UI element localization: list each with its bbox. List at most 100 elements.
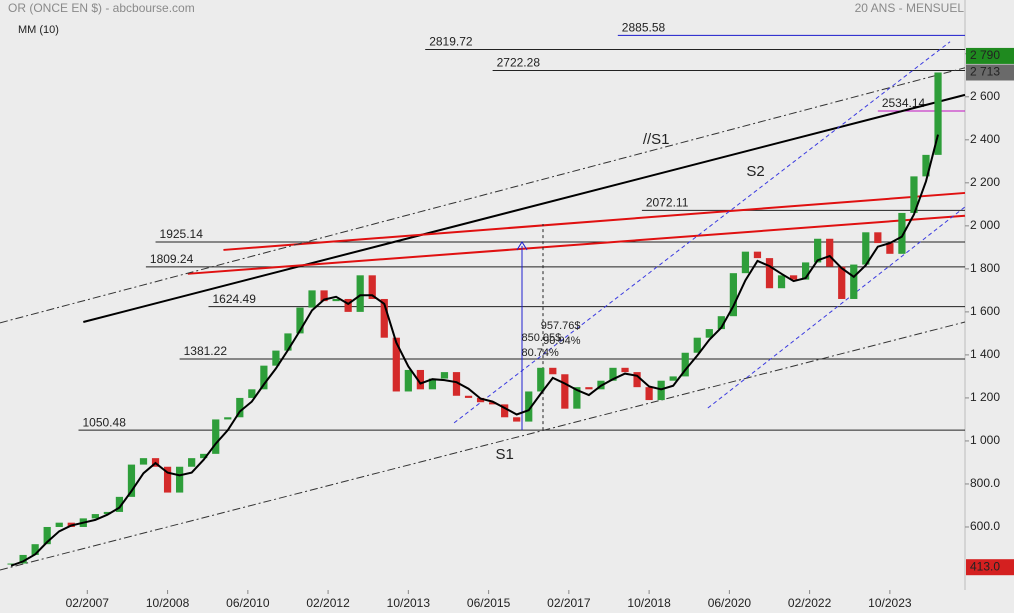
- candle: [452, 372, 461, 396]
- y-tick-label: 800.0: [970, 476, 1000, 490]
- candle: [801, 262, 810, 280]
- candle: [934, 72, 942, 155]
- candle: [19, 554, 27, 564]
- candle: [139, 458, 148, 465]
- trend-line: [223, 191, 966, 251]
- candle: [380, 298, 388, 338]
- candle: [537, 367, 545, 392]
- candle: [296, 307, 304, 334]
- candle: [404, 369, 412, 392]
- arrow-head: [516, 241, 528, 251]
- x-tick-label: 06/2015: [467, 596, 511, 610]
- candle: [332, 298, 340, 302]
- x-tick-label: 02/2012: [306, 596, 350, 610]
- candle: [850, 264, 858, 299]
- annotation: //S1: [643, 131, 670, 148]
- candle: [428, 378, 437, 390]
- candle: [464, 395, 473, 398]
- candle: [585, 387, 593, 390]
- level-label: 2722.28: [497, 56, 541, 70]
- price-tag: [966, 559, 1014, 576]
- candle: [741, 251, 750, 274]
- candle: [115, 496, 124, 512]
- x-tick-label: 02/2022: [788, 596, 832, 610]
- candle: [826, 238, 834, 267]
- price-tag-label: 413.0: [970, 559, 1000, 573]
- y-tick-label: 2 400: [970, 132, 1000, 146]
- candle: [284, 333, 292, 351]
- candle: [163, 466, 172, 493]
- annotation: 90.94%: [543, 335, 581, 347]
- price-tag: [966, 47, 1014, 64]
- level-label: 1624.49: [213, 292, 257, 306]
- candle: [236, 397, 244, 418]
- annotation: 850.05$: [522, 332, 562, 344]
- candle: [224, 417, 232, 420]
- candle: [440, 372, 449, 379]
- candle: [777, 275, 786, 289]
- candle: [476, 397, 485, 403]
- x-tick-label: 10/2008: [146, 596, 190, 610]
- candle: [874, 232, 882, 244]
- price-tag-label: 2 713: [970, 65, 1000, 79]
- y-tick-label: 1 400: [970, 347, 1000, 361]
- candle: [513, 417, 521, 422]
- annotation: 80.74%: [522, 347, 560, 359]
- trend-line: [0, 67, 966, 324]
- level-label: 2534.14: [882, 96, 926, 110]
- y-tick-label: 2 200: [970, 175, 1000, 189]
- candle: [693, 337, 701, 353]
- candle: [814, 238, 822, 263]
- candle: [127, 464, 136, 497]
- candle: [344, 298, 352, 312]
- candle: [356, 275, 364, 312]
- candle: [705, 329, 713, 338]
- candle: [838, 266, 846, 299]
- y-tick-label: 1 800: [970, 261, 1000, 275]
- y-tick-label: 1 600: [970, 304, 1000, 318]
- candle: [525, 391, 533, 422]
- candle: [260, 365, 268, 390]
- candle: [922, 154, 930, 177]
- candle: [765, 258, 774, 289]
- candle: [392, 337, 400, 392]
- candle: [681, 352, 689, 377]
- level-label: 1925.14: [160, 227, 204, 241]
- candle: [789, 275, 798, 280]
- candle: [717, 316, 725, 330]
- candle: [862, 232, 870, 265]
- candle: [320, 290, 328, 302]
- candle: [621, 367, 629, 373]
- y-tick-label: 2 600: [970, 89, 1000, 103]
- candle: [573, 387, 581, 409]
- chart-title: OR (ONCE EN $) - abcbourse.com: [8, 1, 195, 15]
- candle: [176, 466, 184, 493]
- level-label: 1809.24: [150, 252, 194, 266]
- candle: [55, 522, 63, 527]
- candle: [633, 372, 641, 388]
- candle: [910, 176, 918, 213]
- trend-line: [453, 41, 951, 424]
- chart-subtitle: 20 ANS - MENSUEL: [855, 1, 965, 15]
- x-tick-label: 10/2018: [627, 596, 671, 610]
- candle: [609, 367, 617, 381]
- annotation: 957.76$: [541, 320, 581, 332]
- candle: [31, 544, 39, 555]
- ma-label: MM (10): [18, 24, 59, 36]
- candle: [753, 251, 762, 259]
- candle: [886, 243, 894, 254]
- annotation: S2: [746, 163, 764, 180]
- y-tick-label: 600.0: [970, 519, 1000, 533]
- candle: [368, 275, 376, 299]
- price-tag-label: 2 790: [970, 48, 1000, 62]
- level-label: 1381.22: [184, 344, 228, 358]
- candle: [898, 212, 906, 254]
- y-tick-label: 2 000: [970, 218, 1000, 232]
- x-tick-label: 02/2017: [547, 596, 591, 610]
- level-label: 2885.58: [622, 21, 666, 35]
- x-tick-label: 10/2023: [868, 596, 912, 610]
- candle: [416, 369, 424, 390]
- candle: [657, 380, 665, 401]
- trend-line: [707, 206, 966, 409]
